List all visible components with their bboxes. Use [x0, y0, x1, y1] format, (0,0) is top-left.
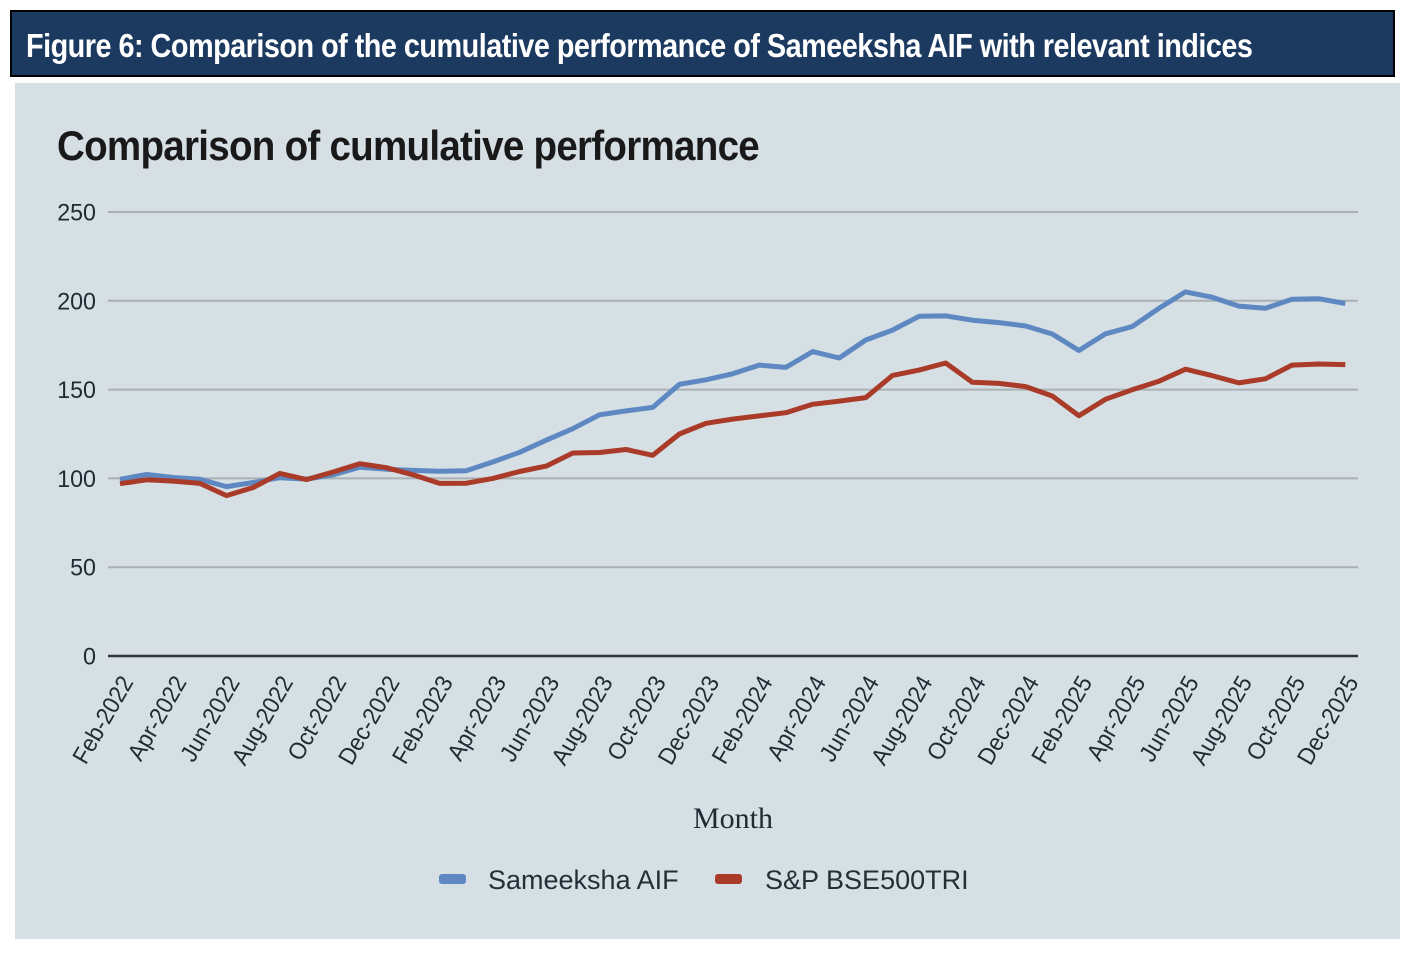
svg-text:100: 100: [57, 466, 96, 493]
svg-text:200: 200: [57, 288, 96, 315]
svg-text:Sameeksha AIF: Sameeksha AIF: [488, 865, 679, 895]
svg-text:250: 250: [57, 200, 96, 227]
svg-text:Month: Month: [693, 802, 773, 835]
svg-text:S&P BSE500TRI: S&P BSE500TRI: [765, 865, 969, 895]
svg-text:0: 0: [83, 644, 96, 671]
svg-text:50: 50: [70, 555, 96, 582]
svg-text:150: 150: [57, 377, 96, 404]
